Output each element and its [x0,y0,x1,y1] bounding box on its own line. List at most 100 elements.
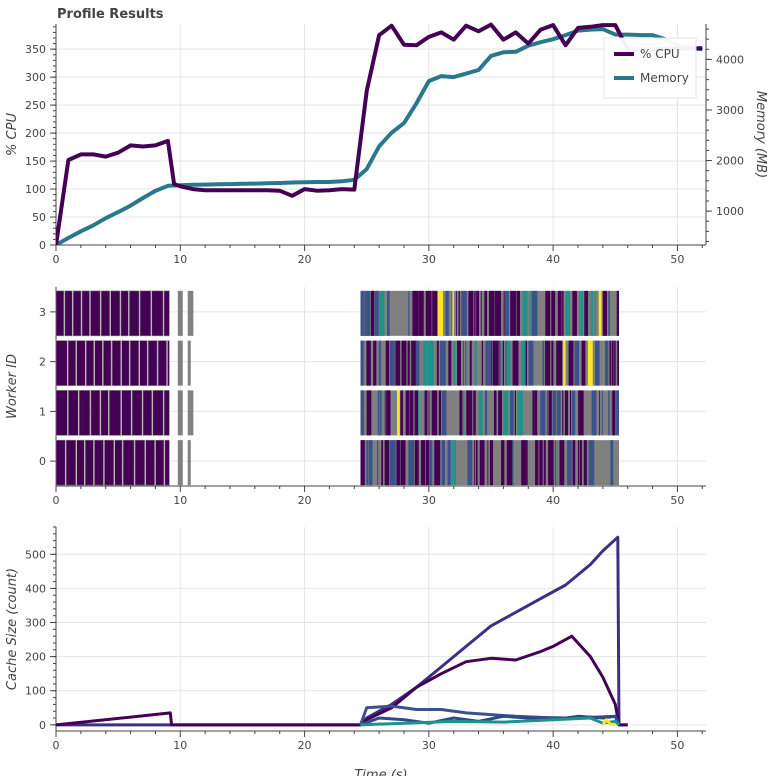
task-block [554,440,557,486]
task-block [502,340,504,386]
task-block [462,340,465,386]
task-block [503,390,509,436]
task-block [467,440,473,486]
task-block [396,440,401,486]
task-block [384,390,386,436]
y-tick-label: 1 [39,405,46,418]
task-block [612,390,616,436]
task-block [490,340,492,386]
task-block [498,340,501,386]
cache-series-line [56,634,628,727]
task-block [122,439,135,486]
task-block [516,290,521,336]
task-block [376,440,379,486]
task-block [463,390,465,436]
task-block [588,440,595,486]
legend-label-memory: Memory [640,71,689,85]
task-block [461,290,467,336]
task-block [599,390,601,436]
task-block [528,340,534,386]
task-block [458,290,460,336]
y-tick-label: 3 [39,306,46,319]
task-block [545,340,551,386]
x-tick-label: 40 [546,494,560,507]
task-block [360,440,365,486]
task-block [559,440,565,486]
task-block [384,440,390,486]
task-block [542,340,545,386]
y-tick-label: 0 [39,455,46,468]
task-block [94,439,104,486]
task-block [85,439,94,486]
task-block [514,390,516,436]
task-block [379,390,382,436]
task-block [441,390,447,436]
y2-axis-label: Memory (MB) [753,91,768,178]
task-block [81,290,90,337]
task-block [605,340,609,386]
task-block [531,290,538,336]
task-block [501,440,505,486]
task-block [510,290,516,336]
y-tick-label: 200 [25,651,46,664]
task-block [611,340,614,386]
task-block [481,340,484,386]
task-block [506,340,511,386]
task-block [360,340,364,386]
task-block [526,440,528,486]
y-axis-label: % CPU [5,113,20,156]
task-block [602,290,607,336]
memory-series-line [56,27,703,245]
task-block [90,390,101,436]
task-block [594,290,596,336]
task-block [157,340,167,386]
task-block [405,390,410,436]
task-block [64,290,73,337]
y-tick-label: 200 [25,127,46,140]
task-block [572,390,576,436]
legend-label-cpu: % CPU [640,47,680,61]
x-tick-label: 30 [422,739,436,752]
task-block [450,290,453,336]
task-block [139,340,148,386]
x-tick-label: 10 [173,253,187,266]
y2-tick-label: 1000 [716,205,744,218]
task-block [129,290,140,337]
y-tick-label: 0 [39,719,46,732]
task-block [475,440,478,486]
task-block [68,390,79,436]
task-block [386,390,391,436]
task-block [395,340,401,386]
task-block [453,340,456,386]
task-block [616,290,620,336]
task-block [418,390,420,436]
x-tick-label: 0 [53,739,60,752]
task-block [411,340,416,386]
task-block [428,390,430,436]
task-block [616,390,620,436]
task-block [473,440,475,486]
y-tick-label: 100 [25,685,46,698]
y-tick-label: 50 [32,211,46,224]
task-block [572,290,577,336]
task-block [424,390,428,436]
task-block [478,390,483,436]
task-block [540,390,546,436]
cache-series-line [359,714,621,727]
task-block [408,440,414,486]
task-block [548,440,550,486]
task-block [610,440,614,486]
y-tick-label: 2 [39,356,46,369]
task-block [591,390,597,436]
task-block [564,390,569,436]
task-block [568,340,574,386]
task-block [487,440,489,486]
task-block [427,340,434,386]
task-block [177,340,183,386]
x-tick-label: 20 [298,253,312,266]
task-block [503,290,505,336]
y-axis-label: Cache Size (count) [5,568,20,690]
task-block [147,340,158,386]
